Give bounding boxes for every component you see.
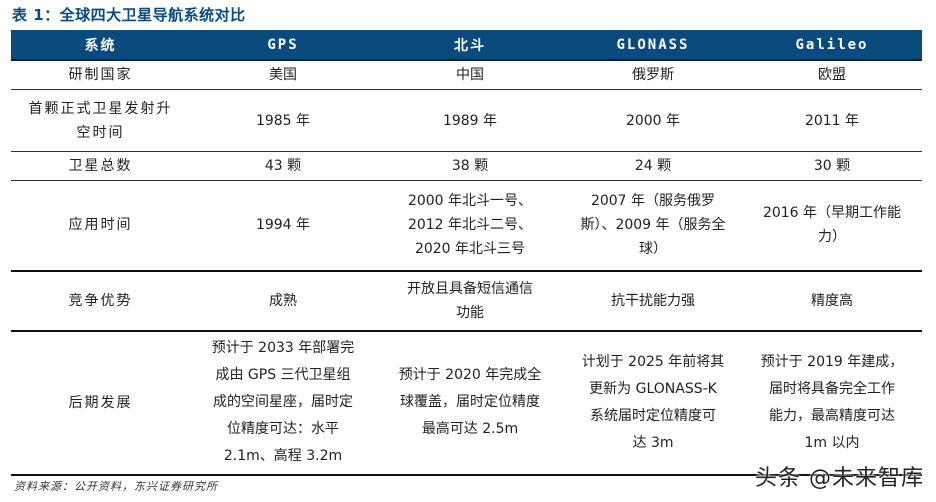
cell-galileo: 欧盟 xyxy=(742,60,922,90)
cell-glonass: 俄罗斯 xyxy=(564,60,742,90)
source-note: 资料来源：公开资料，东兴证券研究所 xyxy=(14,480,218,493)
cell-line: 1m 以内 xyxy=(804,434,860,451)
cell-line: 届时将具备完全工作 xyxy=(769,380,895,397)
cell-line: 中国 xyxy=(456,67,484,83)
cell-line: 抗干扰能力强 xyxy=(611,292,695,309)
cell-beidou: 1989 年 xyxy=(376,89,564,152)
cell-line: 预计于 2019 年建成， xyxy=(760,353,904,370)
cell-gps: 1985 年 xyxy=(190,89,376,152)
cell-line: 2000 年 xyxy=(625,112,681,129)
watermark: 头条 @未来智库 xyxy=(755,466,924,491)
row-label-line: 后期发展 xyxy=(68,394,133,411)
cell-line: 成熟 xyxy=(269,292,297,309)
cell-beidou: 开放且具备短信通信 功能 xyxy=(376,270,564,332)
cell-line: 计划于 2025 年前将其 xyxy=(581,353,725,370)
cell-line: 能力，最高精度可达 xyxy=(769,407,895,424)
cell-line: 2011 年 xyxy=(804,112,860,129)
row-first-launch: 首颗正式卫星发射升 空时间 1985 年 1989 年 2000 年 2011 年 xyxy=(11,89,922,152)
cell-galileo: 30 颗 xyxy=(742,151,922,181)
cell-line: 2020 年北斗三号 xyxy=(414,241,526,258)
cell-line: 预计于 2033 年部署完 xyxy=(211,340,355,356)
header-beidou: 北斗 xyxy=(454,37,486,54)
cell-line: 美国 xyxy=(269,67,297,83)
row-label-line: 应用时间 xyxy=(68,217,133,234)
row-service-time: 应用时间 1994 年 2000 年北斗一号、 2012 年北斗二号、 2020 年北斗… xyxy=(11,180,922,272)
cell-line: 最高可达 2.5m xyxy=(421,421,519,437)
cell-line: 30 颗 xyxy=(813,158,851,174)
header-galileo: Galileo xyxy=(795,36,869,53)
row-future-development: 后期发展 预计于 2033 年部署完 成由 GPS 三代卫星组 成的空间星座，届时定位… xyxy=(11,330,922,476)
cell-line: 1989 年 xyxy=(442,112,498,129)
cell-galileo: 预计于 2019 年建成， 届时将具备完全工作 能力，最高精度可达 1m 以内 xyxy=(742,330,922,476)
cell-gps: 预计于 2033 年部署完 成由 GPS 三代卫星组 成的空间星座，届时定 位精度可达… xyxy=(190,330,376,476)
cell-line: 力） xyxy=(818,229,846,246)
header-gps: GPS xyxy=(267,36,299,53)
cell-gps: 美国 xyxy=(190,60,376,90)
cell-beidou: 2000 年北斗一号、 2012 年北斗二号、 2020 年北斗三号 xyxy=(376,180,564,272)
cell-line: 1985 年 xyxy=(255,112,311,129)
row-satellite-count: 卫星总数 43 颗 38 颗 24 颗 30 颗 xyxy=(11,151,922,181)
row-label: 研制国家 xyxy=(11,60,190,90)
cell-line: 43 颗 xyxy=(264,158,302,174)
cell-glonass: 计划于 2025 年前将其 更新为 GLONASS-K 系统届时定位精度可达 3m xyxy=(564,330,742,476)
cell-gps: 43 颗 xyxy=(190,151,376,181)
cell-line: 系统届时定位精度可 xyxy=(590,407,716,424)
cell-beidou: 38 颗 xyxy=(376,151,564,181)
cell-line: 1994 年 xyxy=(255,217,311,234)
cell-galileo: 2016 年（早期工作能 力） xyxy=(742,180,922,272)
cell-line: 精度高 xyxy=(811,292,853,309)
row-label-line: 空时间 xyxy=(76,124,125,141)
cell-line: 位精度可达：水平 xyxy=(227,421,339,437)
header-system: 系统 xyxy=(84,37,117,54)
row-label: 竞争优势 xyxy=(11,270,190,332)
row-label-line: 卫星总数 xyxy=(68,158,133,174)
cell-line: 38 颗 xyxy=(451,158,489,174)
row-label-line: 研制国家 xyxy=(68,67,133,83)
row-label: 后期发展 xyxy=(11,330,190,476)
cell-line: 功能 xyxy=(456,304,484,321)
cell-gps: 1994 年 xyxy=(190,180,376,272)
cell-galileo: 2011 年 xyxy=(742,89,922,152)
cell-beidou: 中国 xyxy=(376,60,564,90)
cell-line: 开放且具备短信通信 xyxy=(407,280,533,297)
row-label-line: 首颗正式卫星发射升 xyxy=(28,100,173,117)
row-competitive-advantage: 竞争优势 成熟 开放且具备短信通信 功能 抗干扰能力强 精度高 xyxy=(11,270,922,332)
cell-galileo: 精度高 xyxy=(742,270,922,332)
cell-line: 俄罗斯 xyxy=(632,67,674,83)
cell-glonass: 2000 年 xyxy=(564,89,742,152)
cell-line: 达 3m xyxy=(632,434,674,451)
row-label: 应用时间 xyxy=(11,180,190,272)
cell-line: 成的空间星座，届时定 xyxy=(213,394,353,410)
cell-line: 欧盟 xyxy=(818,67,846,83)
cell-line: 更新为 GLONASS-K xyxy=(589,380,717,397)
row-label: 卫星总数 xyxy=(11,151,190,181)
cell-line: 2000 年北斗一号、 xyxy=(407,193,533,210)
table-header-row: 系统 GPS 北斗 GLONASS Galileo xyxy=(11,30,922,60)
header-glonass: GLONASS xyxy=(616,36,690,53)
cell-line: 成由 GPS 三代卫星组 xyxy=(215,367,351,383)
cell-line: 斯）、2009 年（服务全 xyxy=(580,217,726,234)
cell-glonass: 2007 年（服务俄罗 斯）、2009 年（服务全 球） xyxy=(564,180,742,272)
cell-beidou: 预计于 2020 年完成全 球覆盖，届时定位精度 最高可达 2.5m xyxy=(376,330,564,476)
cell-gps: 成熟 xyxy=(190,270,376,332)
cell-line: 2012 年北斗二号、 xyxy=(407,217,533,234)
row-label-line: 竞争优势 xyxy=(68,292,133,309)
cell-glonass: 24 颗 xyxy=(564,151,742,181)
cell-line: 24 颗 xyxy=(634,158,672,174)
cell-line: 2.1m、高程 3.2m xyxy=(223,448,343,464)
cell-line: 球覆盖，届时定位精度 xyxy=(400,394,540,410)
comparison-table: 系统 GPS 北斗 GLONASS Galileo 研制国家 美国 中国 俄罗斯 欧盟首… xyxy=(11,30,922,476)
row-label: 首颗正式卫星发射升 空时间 xyxy=(11,89,190,152)
row-developer-country: 研制国家 美国 中国 俄罗斯 欧盟 xyxy=(11,60,922,90)
table-title: 表 1：全球四大卫星导航系统对比 xyxy=(12,6,246,24)
cell-line: 2016 年（早期工作能 xyxy=(762,205,902,222)
cell-glonass: 抗干扰能力强 xyxy=(564,270,742,332)
cell-line: 预计于 2020 年完成全 xyxy=(398,367,542,383)
cell-line: 球） xyxy=(639,241,667,258)
cell-line: 2007 年（服务俄罗 xyxy=(590,193,716,210)
